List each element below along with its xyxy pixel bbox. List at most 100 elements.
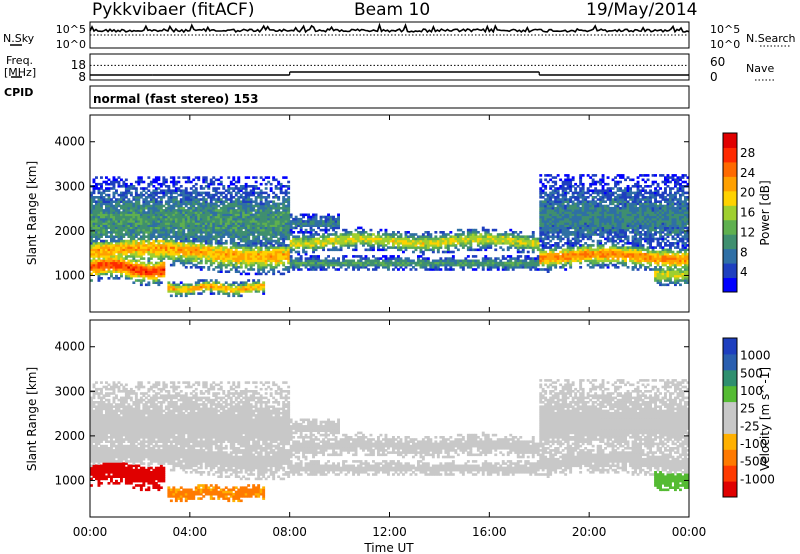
nave-label: Nave [746,62,775,75]
power-cell [544,198,548,201]
power-cell [469,228,473,232]
power-cell [105,176,108,179]
power-cell [204,255,208,258]
power-cell [407,231,410,234]
power-cell [389,235,393,238]
power-cell [262,211,266,214]
power-cell [294,259,298,263]
power-cell [204,237,208,241]
power-cell [254,226,258,230]
power-cell [429,242,433,245]
power-cell [531,237,535,241]
power-cell [541,246,545,249]
power-cell [496,239,500,243]
power-cell [102,196,106,199]
power-cell [142,237,146,241]
power-cell [237,178,241,182]
power-cell [90,239,93,243]
power-cell [177,242,181,245]
power-cell [299,224,303,227]
power-cell [439,268,443,271]
power-cell [152,193,156,197]
power-cell [551,176,555,179]
power-cell [122,206,126,210]
power-cell [164,252,168,256]
power-cell [554,222,558,225]
power-cell [167,226,171,230]
power-cell [282,261,286,265]
power-cell [469,266,473,269]
power-cell [561,180,565,184]
power-cell [234,204,238,208]
power-cell [571,176,575,179]
power-cell [217,200,221,203]
power-cell [314,215,318,219]
power-cell [444,266,448,269]
power-cell [144,239,148,243]
power-cell [179,215,183,219]
power-cell [152,231,156,234]
power-cell [107,224,111,227]
power-cell [227,187,231,190]
power-cell [159,261,163,265]
power-cell [307,224,310,227]
power-cell [456,242,460,245]
power-cell [100,196,103,199]
power-cell [192,244,196,247]
power-cell [546,224,550,227]
power-cell [92,213,96,217]
power-cell [194,266,198,269]
power-cell [242,233,246,236]
power-cell [551,220,555,223]
power-cell [154,235,158,238]
power-cell [521,237,525,241]
power-cell [177,204,181,208]
power-cell [431,261,435,265]
power-cell [541,215,545,219]
power-cell [95,215,98,219]
power-cell [247,222,251,225]
power-cell [571,250,575,254]
power-cell [197,285,201,289]
power-cell [274,209,278,212]
power-cell [247,255,251,258]
power-cell [169,290,173,293]
power-cell [227,213,231,217]
power-cell [187,228,191,232]
power-cell [499,237,503,241]
power-cell [569,248,573,252]
power-cell [152,239,156,243]
power-cell [192,233,196,236]
power-cell [90,198,93,201]
power-cell [164,222,168,225]
power-cell [277,261,281,265]
power-cell [259,244,263,247]
power-cell [184,215,188,219]
power-cell [142,206,146,210]
power-cell [112,187,116,190]
power-cell [541,259,545,263]
power-cell [369,235,373,238]
power-cell [561,202,565,206]
power-cell [541,224,545,227]
power-cell [309,220,313,223]
power-cell [157,235,161,238]
power-cell [197,283,201,287]
power-cell [247,239,251,243]
power-cell [152,222,156,225]
power-cell [194,248,198,252]
power-cell [516,235,520,238]
power-cell [369,233,373,236]
power-cell [147,261,151,265]
power-cell [182,239,186,243]
power-cell [132,257,136,260]
power-cell [451,261,455,265]
power-cell [232,287,236,291]
power-cell [272,202,276,206]
power-cell [124,272,128,276]
power-cell [134,228,138,232]
power-cell [307,246,310,249]
power-cell [327,235,330,238]
power-cell [244,246,248,249]
power-cell [374,259,378,263]
